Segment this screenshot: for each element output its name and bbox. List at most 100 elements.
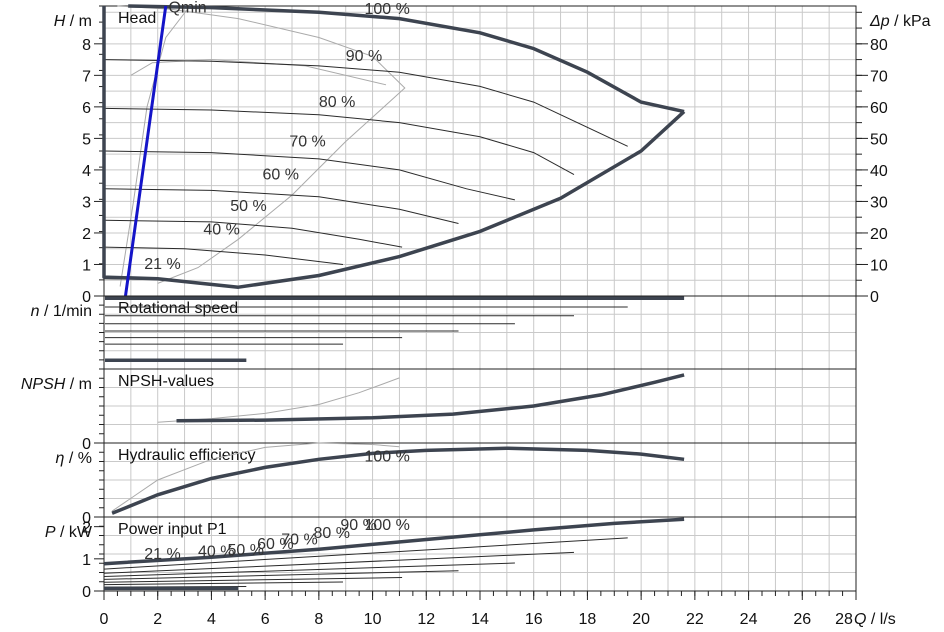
y-axis-symbol: n <box>31 303 40 320</box>
x-tick-label: 8 <box>314 611 323 628</box>
y2-axis-unit: / kPa <box>890 13 931 30</box>
x-tick-label: 0 <box>100 611 109 628</box>
speed-curve-60-percent <box>103 188 459 224</box>
operating-limit-curve <box>102 6 686 289</box>
power-speed-label: 100 % <box>365 517 410 534</box>
y-axis-unit: / m <box>65 13 92 30</box>
y-tick-label: 6 <box>82 100 91 117</box>
x-tick-label: 14 <box>471 611 489 628</box>
qmin-label: Qmin <box>168 0 206 16</box>
y-axis-unit: / 1/min <box>40 303 92 320</box>
power-speed-label: 21 % <box>144 546 180 563</box>
power-speed-line <box>103 577 403 583</box>
y-axis-label: n / 1/min <box>31 303 92 320</box>
grey-curve <box>130 59 387 86</box>
x-tick-label: 12 <box>417 611 435 628</box>
panel-title: Power input P1 <box>118 521 227 538</box>
y2-tick-label: 50 <box>870 131 888 148</box>
speed-curve-50-percent <box>103 219 403 248</box>
x-axis-symbol: Q <box>854 611 866 628</box>
y-axis-label: NPSH / m <box>21 376 92 393</box>
speed-curve-label: 60 % <box>262 166 298 183</box>
x-tick-label: 18 <box>579 611 597 628</box>
panel-title: NPSH-values <box>118 373 214 390</box>
panel-npsh: 0 NPSH / m NPSH-values <box>21 368 857 453</box>
power-speed-label: 80 % <box>313 525 349 542</box>
x-tick-label: 20 <box>632 611 650 628</box>
speed-curve-label: 50 % <box>230 198 266 215</box>
npsh-curve <box>176 373 685 423</box>
y2-axis-symbol: Δp <box>869 13 890 30</box>
y2-tick-label: 70 <box>870 68 888 85</box>
y-tick-label: 2 <box>82 226 91 243</box>
power-speed-label: 60 % <box>257 536 293 553</box>
y2-tick-label: 20 <box>870 226 888 243</box>
speed-curve-label: 21 % <box>144 256 180 273</box>
speed-curve-40-percent <box>103 246 344 265</box>
x-tick-label: 6 <box>261 611 270 628</box>
y-axis-symbol: η <box>56 450 65 467</box>
y-tick-label: 1 <box>82 257 91 274</box>
panel-speed: n / 1/min Rotational speed <box>31 295 857 370</box>
speed-curve-100-percent <box>128 4 685 114</box>
y2-axis-label: Δp / kPa <box>869 13 931 30</box>
speed-curve-label: 40 % <box>203 222 239 239</box>
y-axis-label: H / m <box>54 13 92 30</box>
power-speed-label: 90 % <box>340 517 376 534</box>
y-tick-label: 0 <box>82 436 91 453</box>
power-speed-label: 70 % <box>281 531 317 548</box>
power-curve <box>103 517 685 566</box>
efficiency-label: 100 % <box>365 449 410 466</box>
speed-curve-label: 90 % <box>346 48 382 65</box>
x-tick-label: 28 <box>835 611 853 628</box>
y2-tick-label: 30 <box>870 194 888 211</box>
x-tick-label: 4 <box>207 611 216 628</box>
y2-tick-label: 40 <box>870 163 888 180</box>
y-axis-unit: / m <box>65 376 92 393</box>
power-speed-line <box>103 581 344 586</box>
speed-curve-90-percent <box>103 59 628 147</box>
y-axis-symbol: NPSH <box>21 376 66 393</box>
speed-curve-label: 70 % <box>289 133 325 150</box>
power-speed-label: 50 % <box>228 542 264 559</box>
panel-title: Rotational speed <box>118 300 238 317</box>
panel-eff: 0 η / % Hydraulic efficiency 100 % <box>56 442 857 527</box>
y-axis-symbol: P <box>45 524 56 541</box>
x-tick-label: 10 <box>364 611 382 628</box>
speed-curve-70-percent <box>103 150 516 201</box>
panel-title: Head <box>118 10 156 27</box>
y-tick-label: 0 <box>82 510 91 527</box>
y2-tick-label: 80 <box>870 37 888 54</box>
y-axis-label: P / kW <box>45 524 93 541</box>
y-tick-label: 1 <box>82 552 91 569</box>
qmin-line <box>123 5 168 297</box>
y-axis-symbol: H <box>54 13 66 30</box>
y-tick-label: 4 <box>82 163 91 180</box>
y2-tick-label: 0 <box>870 289 879 306</box>
power-speed-line <box>103 562 515 577</box>
panel-title: Hydraulic efficiency <box>118 447 256 464</box>
x-tick-label: 26 <box>793 611 811 628</box>
x-axis-unit: / l/s <box>866 611 895 628</box>
grid-lines <box>104 6 856 591</box>
x-axis-label: Q / l/s <box>854 611 896 628</box>
y-tick-label: 0 <box>82 584 91 601</box>
x-tick-label: 16 <box>525 611 543 628</box>
speed-curve-label: 80 % <box>319 94 355 111</box>
y2-tick-label: 10 <box>870 257 888 274</box>
grey-curve <box>119 5 191 287</box>
efficiency-grey-curve <box>111 442 400 512</box>
y-tick-label: 5 <box>82 131 91 148</box>
y-tick-label: 0 <box>82 289 91 306</box>
y-tick-label: 8 <box>82 37 91 54</box>
power-speed-line <box>103 551 575 574</box>
x-axis: 0 2 4 6 8 10 12 14 16 18 20 22 24 26 28 Q / l/s <box>100 591 896 628</box>
speed-curve-label: 100 % <box>365 1 410 18</box>
x-tick-label: 22 <box>686 611 704 628</box>
grey-curve <box>117 5 406 284</box>
x-tick-label: 24 <box>740 611 758 628</box>
power-speed-line <box>103 537 628 570</box>
efficiency-curve <box>111 446 685 515</box>
